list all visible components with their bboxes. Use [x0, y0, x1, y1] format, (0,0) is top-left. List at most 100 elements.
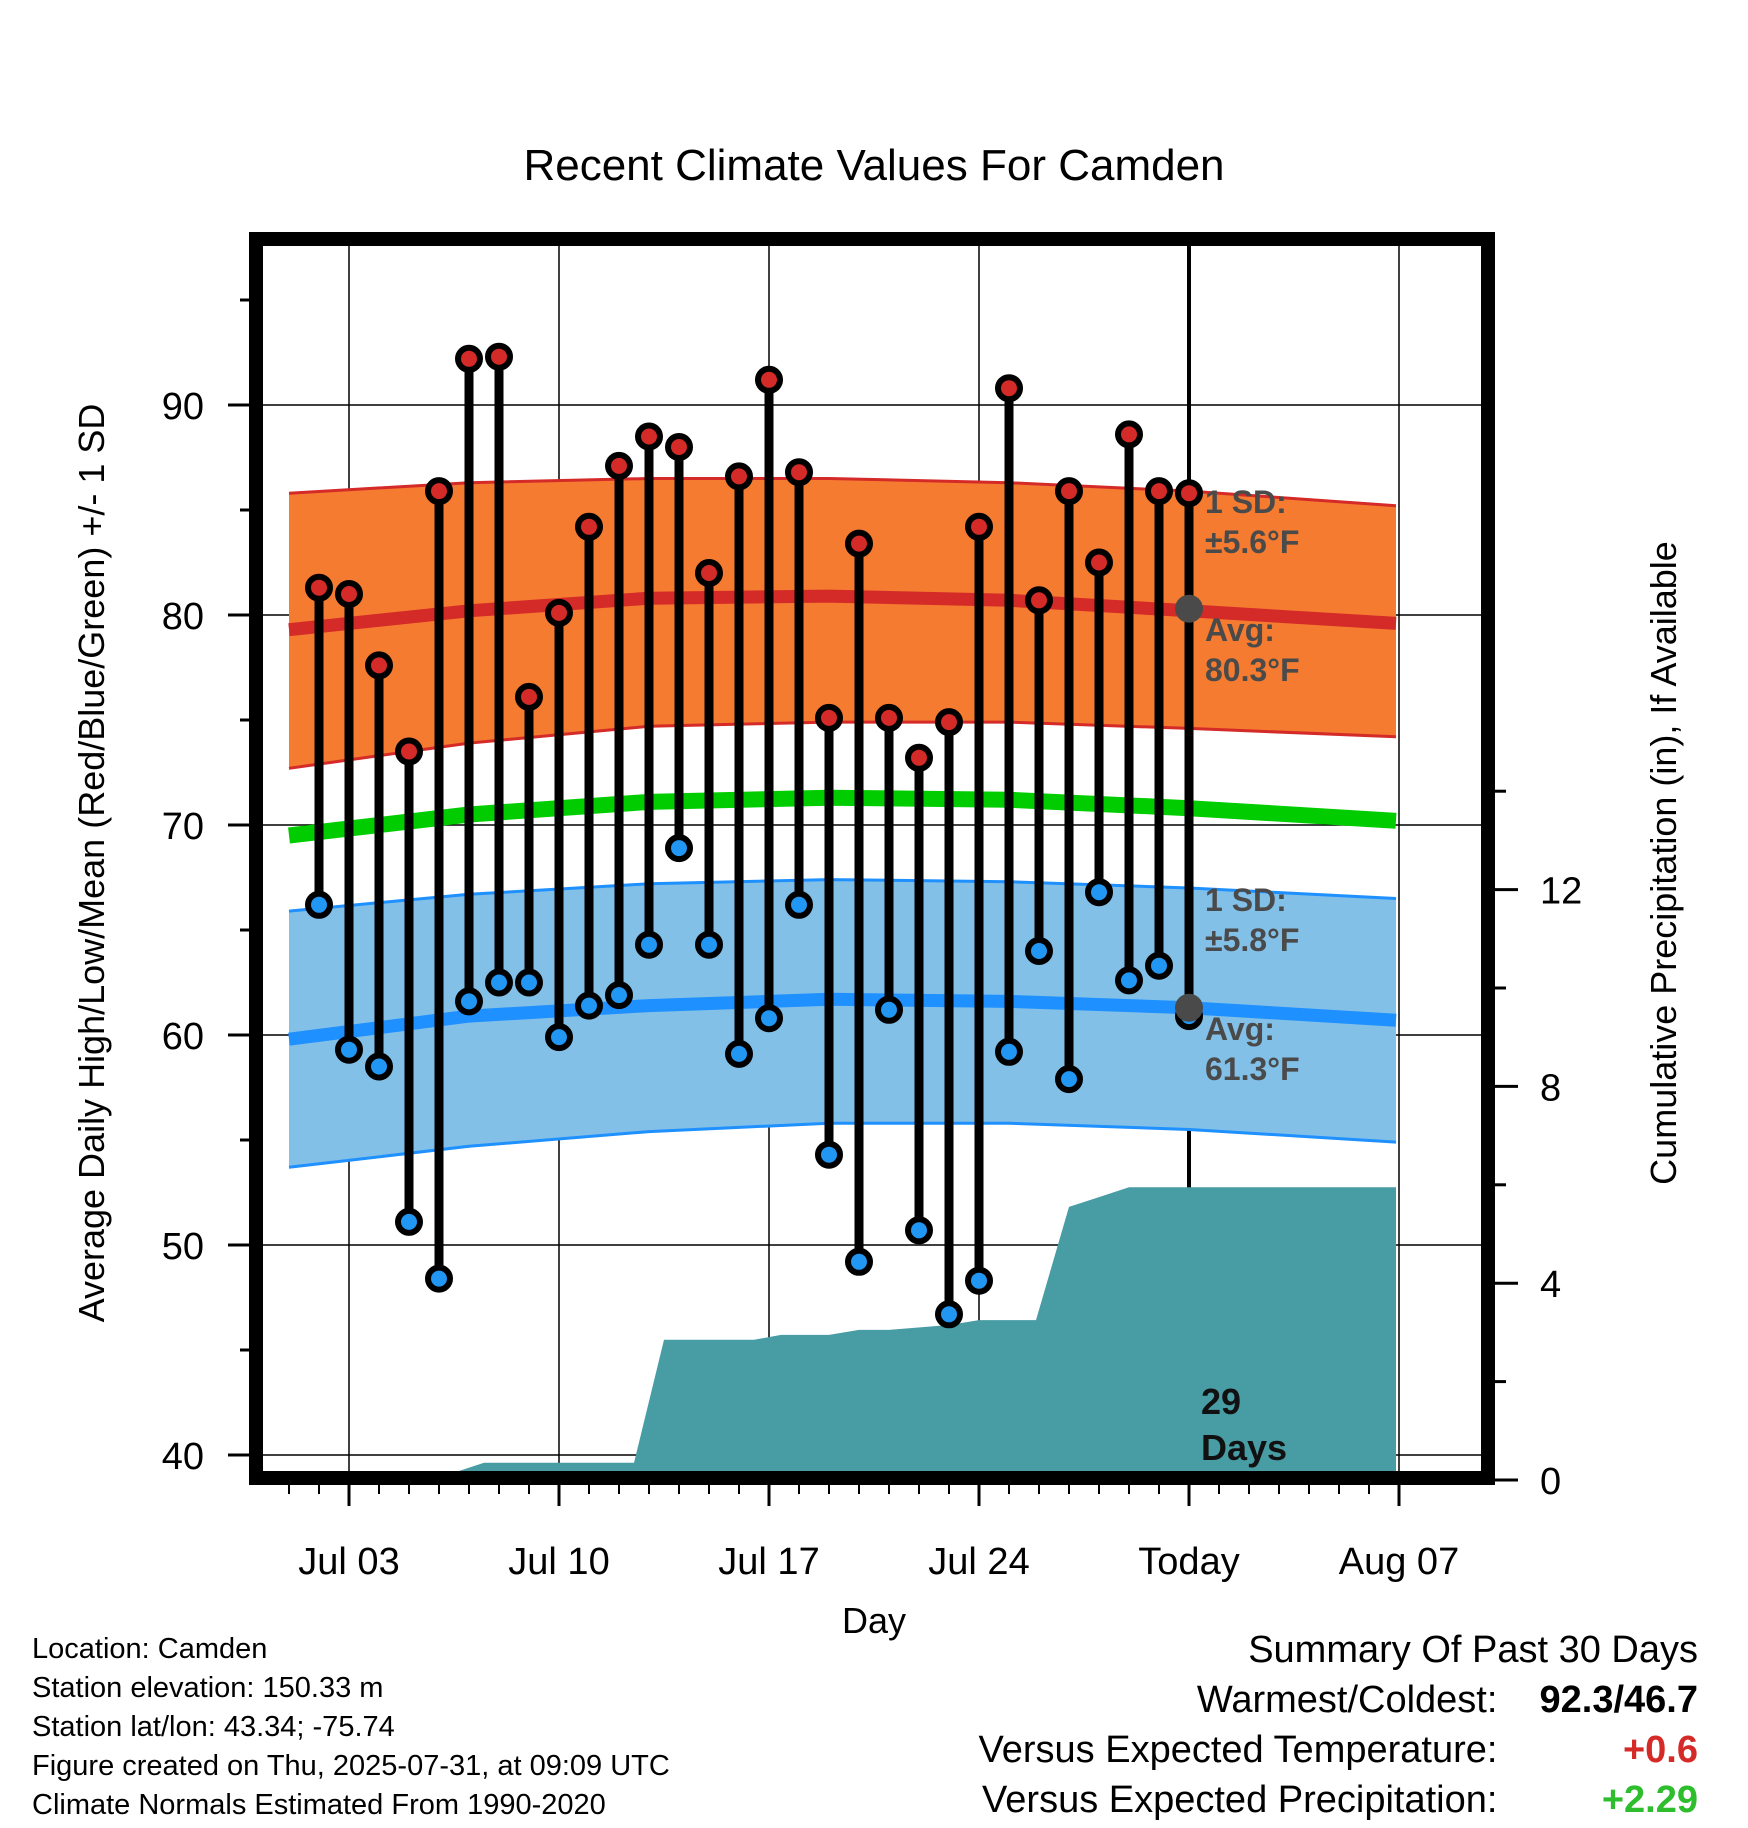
high-point	[545, 598, 573, 627]
low-point	[605, 981, 633, 1010]
high-point	[1055, 477, 1083, 506]
high-point	[995, 374, 1023, 403]
low-sd-value: ±5.8°F	[1205, 922, 1299, 958]
high-point	[455, 344, 483, 373]
location-line: Location: Camden	[32, 1633, 268, 1665]
days-count: 29	[1201, 1381, 1241, 1422]
axes: 40 50 60 70 80 90 0 4 8 12 Jul 03 Jul 10 Jul 17 Jul 2…	[162, 232, 1582, 1583]
y-axis-title: Average Daily High/Low/Mean (Red/Blue/Gr…	[71, 404, 112, 1323]
low-point	[335, 1035, 363, 1064]
latlon-line: Station lat/lon: 43.34; -75.74	[32, 1711, 395, 1743]
high-point	[1175, 479, 1203, 508]
y-tick-label: 70	[162, 806, 204, 848]
high-point	[305, 573, 333, 602]
low-point	[755, 1004, 783, 1033]
high-point	[815, 703, 843, 732]
low-point	[425, 1264, 453, 1293]
high-point	[875, 703, 903, 732]
low-point	[965, 1266, 993, 1295]
x-tick-label: Jul 24	[928, 1541, 1029, 1583]
days-word: Days	[1201, 1427, 1287, 1468]
low-point	[455, 987, 483, 1016]
low-point	[1055, 1065, 1083, 1094]
warmest-row: Warmest/Coldest: 92.3/46.7	[979, 1675, 1698, 1725]
low-point	[395, 1207, 423, 1236]
low-point	[545, 1023, 573, 1052]
elevation-line: Station elevation: 150.33 m	[32, 1672, 384, 1704]
low-point	[935, 1300, 963, 1329]
low-point	[305, 890, 333, 919]
low-point	[365, 1052, 393, 1081]
temp-label: Versus Expected Temperature:	[978, 1729, 1498, 1771]
low-point	[575, 991, 603, 1020]
high-point	[1085, 548, 1113, 577]
low-point	[1085, 878, 1113, 907]
high-point	[335, 580, 363, 608]
high-point	[965, 512, 993, 541]
high-avg-marker	[1175, 594, 1203, 623]
high-point	[575, 512, 603, 541]
precip-label: Versus Expected Precipitation:	[982, 1779, 1498, 1821]
high-point	[755, 365, 783, 394]
high-sd-band	[289, 478, 1396, 769]
y2-tick-label: 12	[1540, 871, 1582, 913]
created-line: Figure created on Thu, 2025-07-31, at 09…	[32, 1750, 670, 1782]
x-tick-label: Aug 07	[1339, 1541, 1459, 1583]
y2-tick-label: 4	[1540, 1264, 1561, 1306]
high-sd-label: 1 SD:	[1205, 484, 1287, 520]
low-point	[635, 930, 663, 959]
y2-tick-label: 8	[1540, 1067, 1561, 1109]
high-sd-value: ±5.6°F	[1205, 524, 1299, 560]
high-point	[935, 708, 963, 737]
x-tick-label: Jul 10	[508, 1541, 609, 1583]
x-tick-label: Today	[1138, 1541, 1239, 1583]
low-point	[995, 1037, 1023, 1066]
y2-axis-title: Cumulative Precipitation (in), If Availa…	[1643, 541, 1684, 1185]
data-marks	[305, 342, 1203, 1329]
summary-panel: Summary Of Past 30 Days Warmest/Coldest:…	[979, 1625, 1698, 1825]
precip-value: +2.29	[1601, 1779, 1698, 1821]
high-point	[1145, 477, 1173, 506]
low-point	[785, 890, 813, 919]
x-tick-label: Jul 03	[298, 1541, 399, 1583]
precipitation-area	[455, 1187, 1396, 1472]
high-point	[905, 743, 933, 772]
low-point	[1115, 966, 1143, 995]
station-info: Location: Camden Station elevation: 150.…	[32, 1630, 670, 1825]
high-point	[425, 477, 453, 506]
y-tick-label: 90	[162, 386, 204, 428]
high-point	[665, 433, 693, 461]
warmest-label: Warmest/Coldest:	[1196, 1679, 1498, 1721]
high-point	[485, 342, 513, 371]
high-point	[1025, 586, 1053, 615]
low-point	[485, 968, 513, 997]
high-avg-label: Avg:	[1205, 612, 1275, 648]
y-tick-label: 80	[162, 596, 204, 638]
high-point	[395, 737, 423, 766]
high-point	[845, 529, 873, 558]
precip-row: Versus Expected Precipitation: +2.29	[979, 1775, 1698, 1825]
low-point	[1025, 937, 1053, 965]
low-point	[845, 1247, 873, 1276]
y-tick-label: 50	[162, 1226, 204, 1268]
low-sd-band	[289, 879, 1396, 1168]
annotations: 1 SD: ±5.6°F Avg: 80.3°F 1 SD: ±5.8°F Avg: 61.3…	[1175, 484, 1300, 1468]
low-point	[875, 995, 903, 1024]
low-point	[515, 968, 543, 997]
high-point	[1115, 420, 1143, 449]
high-point	[515, 682, 543, 711]
high-point	[725, 462, 753, 491]
high-point	[365, 651, 393, 680]
low-point	[1145, 951, 1173, 980]
x-axis-title: Day	[842, 1600, 906, 1641]
plot-frame	[249, 232, 1495, 1485]
low-point	[725, 1039, 753, 1068]
low-sd-label: 1 SD:	[1205, 882, 1287, 918]
y-tick-label: 40	[162, 1436, 204, 1478]
low-point	[905, 1216, 933, 1245]
high-point	[785, 458, 813, 487]
y2-tick-label: 0	[1540, 1461, 1561, 1503]
high-point	[605, 451, 633, 480]
low-avg-value: 61.3°F	[1205, 1051, 1300, 1087]
